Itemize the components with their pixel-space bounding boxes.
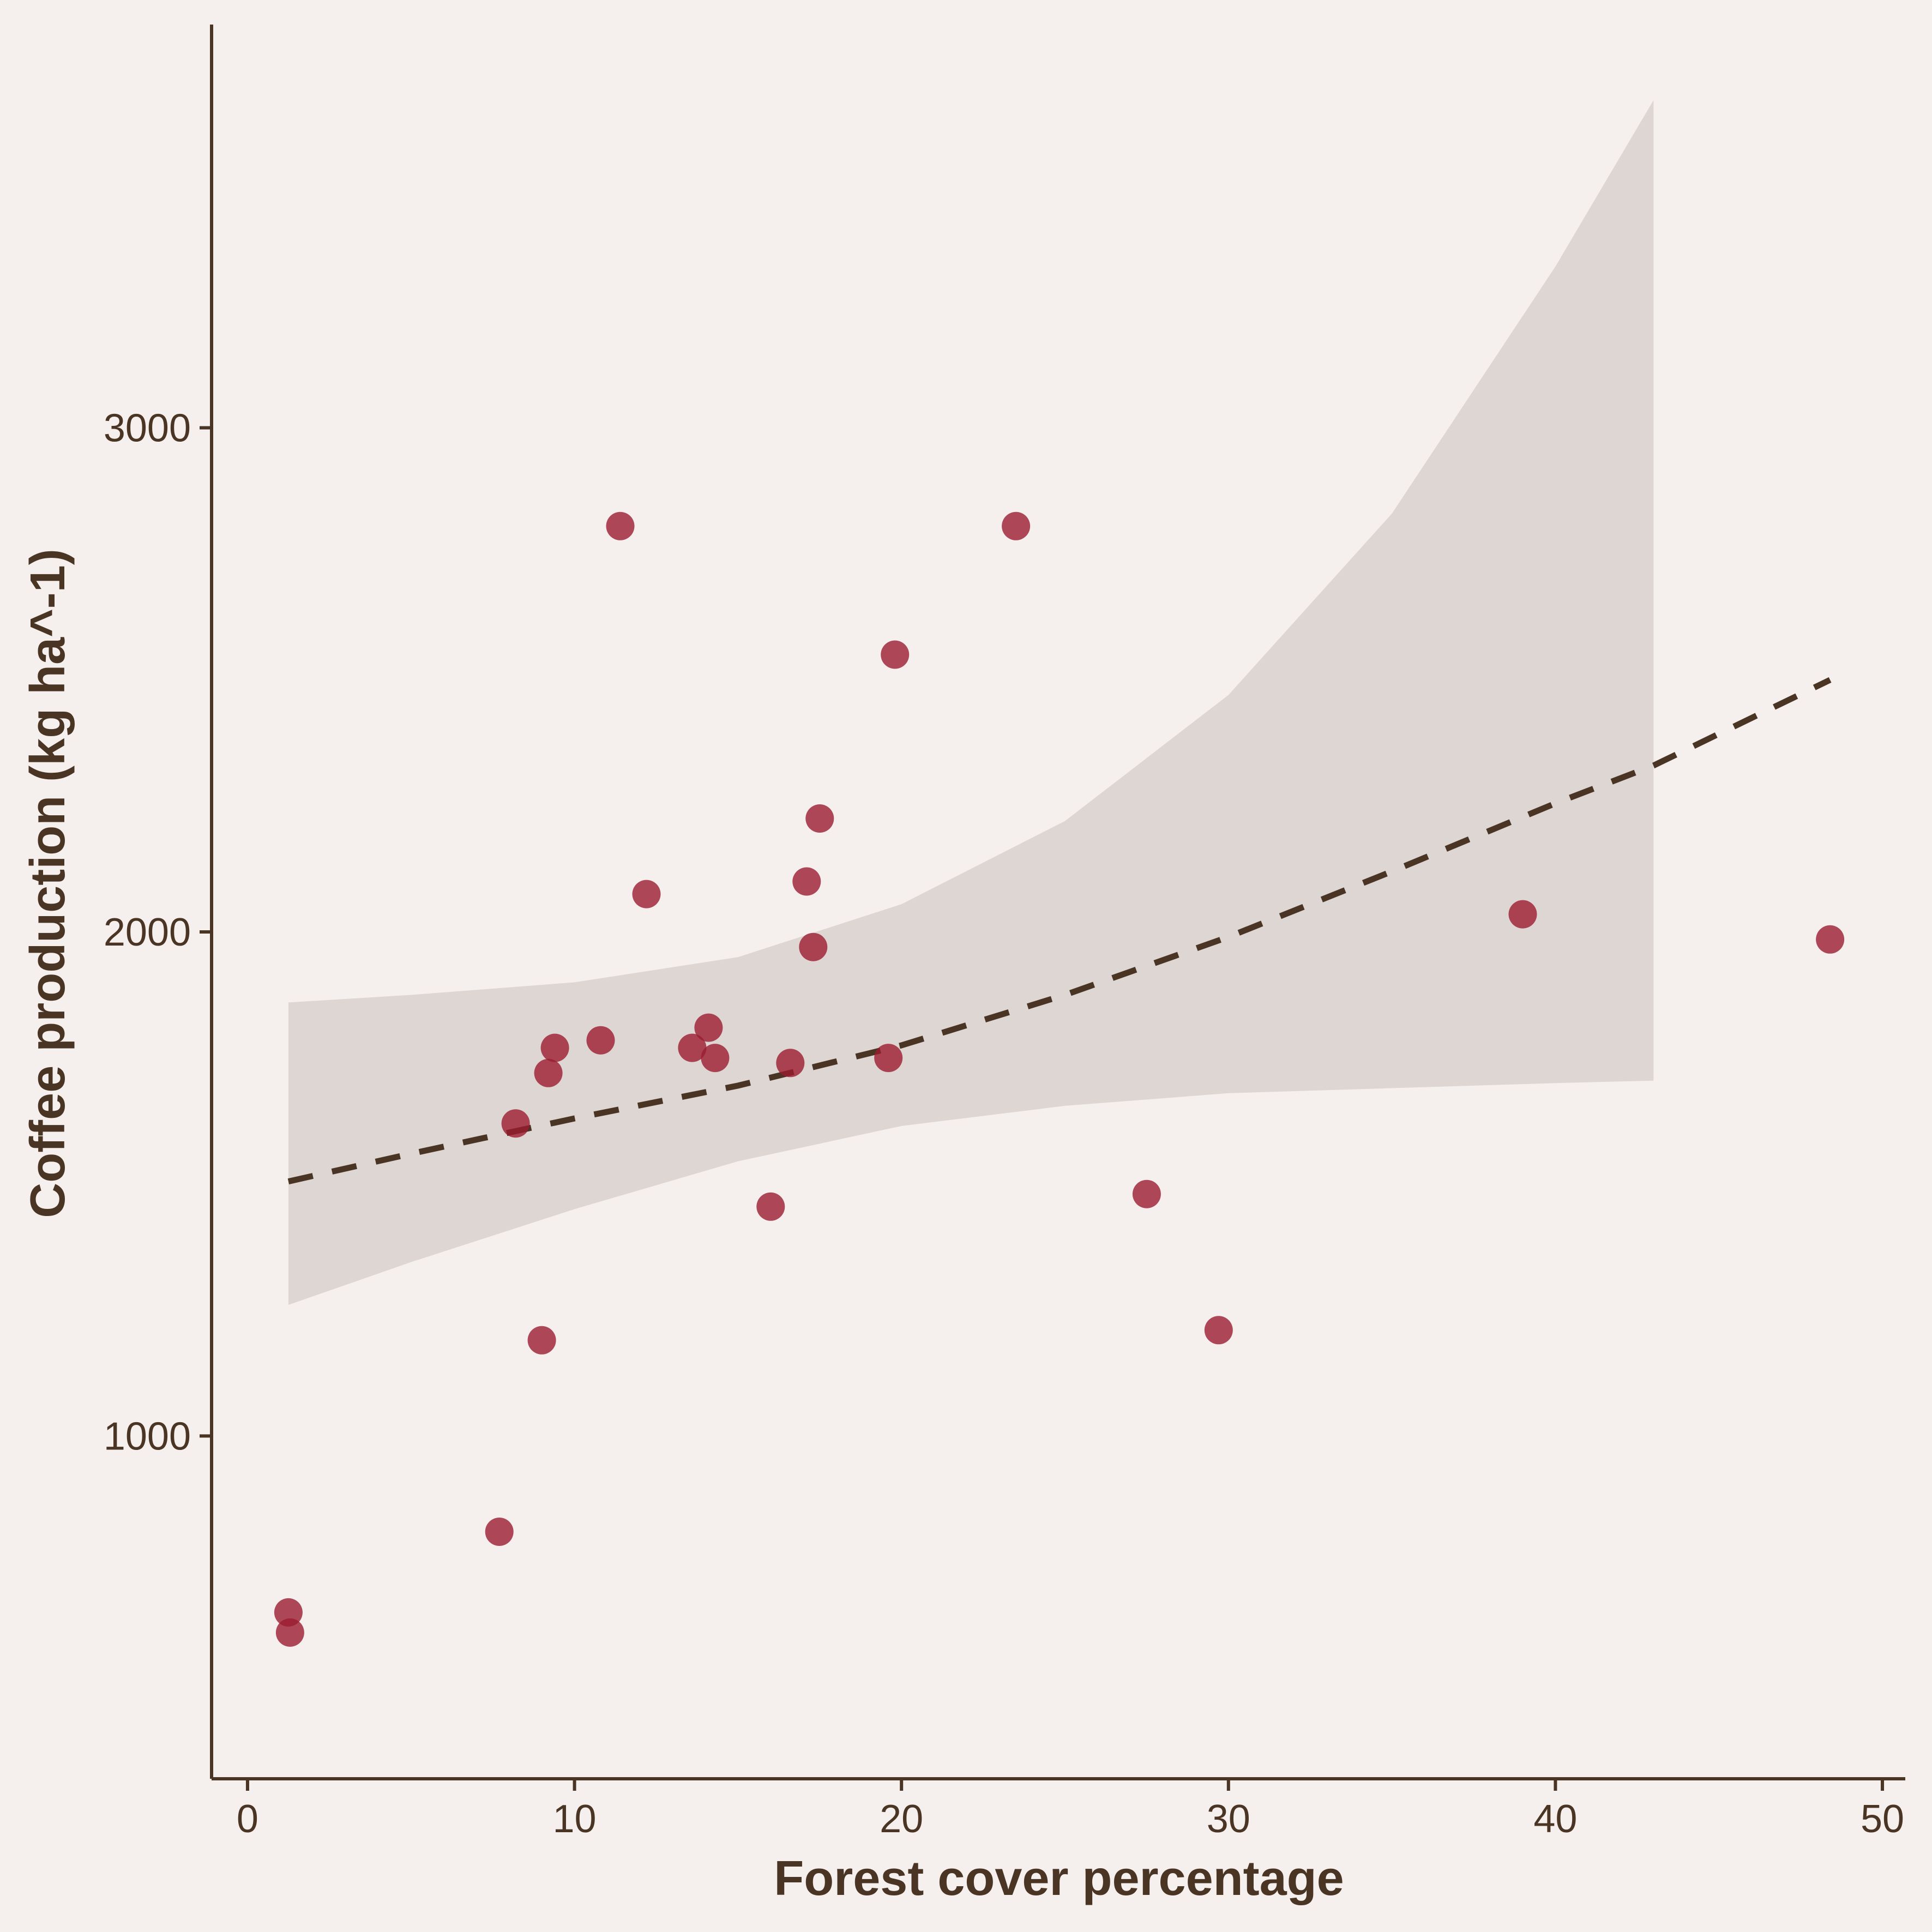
data-point xyxy=(485,1518,514,1546)
data-point xyxy=(527,1326,556,1355)
data-point xyxy=(701,1044,730,1073)
data-point xyxy=(534,1058,563,1087)
data-point xyxy=(1204,1316,1233,1345)
y-tick-label: 3000 xyxy=(104,407,191,450)
y-tick-label: 2000 xyxy=(104,911,191,954)
data-point xyxy=(1132,1179,1161,1208)
data-point xyxy=(1002,511,1031,540)
confidence-band xyxy=(288,100,1654,1305)
x-tick-label: 20 xyxy=(880,1797,923,1841)
data-point xyxy=(606,511,635,540)
data-point xyxy=(881,640,910,669)
x-tick-label: 10 xyxy=(553,1797,597,1841)
x-tick-label: 50 xyxy=(1861,1797,1904,1841)
y-axis-title: Coffee production (kg ha^-1) xyxy=(21,549,75,1218)
data-point xyxy=(1816,925,1845,954)
data-point xyxy=(799,932,828,961)
data-point xyxy=(1508,900,1537,929)
confidence-band-area xyxy=(288,100,1654,1305)
x-tick-label: 40 xyxy=(1533,1797,1577,1841)
data-point xyxy=(694,1013,723,1042)
data-point xyxy=(756,1192,785,1221)
data-point xyxy=(874,1044,903,1073)
data-point xyxy=(805,804,834,833)
data-point xyxy=(678,1033,707,1062)
x-axis-title: Forest cover percentage xyxy=(774,1851,1344,1906)
data-point xyxy=(586,1026,615,1055)
data-point xyxy=(540,1033,569,1062)
axes: 0 10 20 30 40 50 1000 2000 3000 xyxy=(104,25,1905,1841)
data-point xyxy=(776,1049,805,1078)
y-tick-label: 1000 xyxy=(104,1415,191,1458)
x-tick-label: 30 xyxy=(1207,1797,1250,1841)
x-tick-label: 0 xyxy=(237,1797,258,1841)
data-points xyxy=(274,511,1845,1647)
data-point xyxy=(632,880,661,908)
data-point xyxy=(501,1109,530,1138)
data-point xyxy=(792,867,821,896)
data-point xyxy=(275,1618,304,1647)
